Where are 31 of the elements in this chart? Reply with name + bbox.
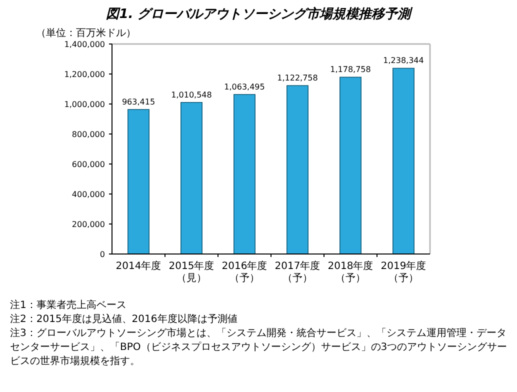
bar [392, 68, 414, 254]
y-tick-label: 400,000 [72, 190, 105, 199]
chart-title: 図1. グローバルアウトソーシング市場規模推移予測 [106, 6, 414, 22]
y-tick-label: 200,000 [72, 220, 105, 229]
y-tick-label: 800,000 [72, 130, 105, 139]
y-tick-label: 1,000,000 [64, 100, 105, 109]
x-tick-label: 2014年度 [116, 260, 162, 272]
data-label: 1,178,758 [330, 65, 371, 74]
x-tick-label: 2017年度（予） [274, 260, 320, 284]
data-label: 1,122,758 [277, 74, 318, 83]
x-tick-label: 2015年度（見） [168, 260, 214, 284]
data-label: 963,415 [122, 97, 156, 106]
x-tick-label: 2016年度（予） [222, 260, 268, 284]
text: 注2：2015年度は見込値、2016年度以降は予測値 [10, 313, 238, 325]
bar [180, 102, 202, 254]
text: 注1：事業者売上高ベース [10, 299, 126, 311]
bar [128, 109, 150, 254]
y-tick-label: 1,200,000 [64, 70, 105, 79]
bar [286, 85, 308, 254]
y-tick-label: 0 [100, 250, 105, 259]
data-label: 1,010,548 [171, 90, 212, 100]
bar [340, 76, 362, 254]
data-label: 1,238,344 [383, 56, 424, 66]
data-label: 1,063,495 [224, 82, 265, 92]
bar [234, 94, 256, 254]
y-tick-label: 600,000 [72, 160, 105, 169]
x-tick-label: 2018年度（予） [328, 260, 374, 284]
y-tick-label: 1,400,000 [64, 40, 105, 49]
text: 注3：グローバルアウトソーシング市場とは、「システム開発・統合サービス」、「システム運用管理・データセンターサービス」、「BPO（ビジネスプロセスアウトソーシング）サービス」の3つのアウトソーシングサービスの世界市場規模を指す。 [10, 327, 508, 367]
x-tick-label: 2019年度（予） [380, 260, 426, 284]
y-axis-title: （単位：百万米ドル） [36, 27, 136, 39]
